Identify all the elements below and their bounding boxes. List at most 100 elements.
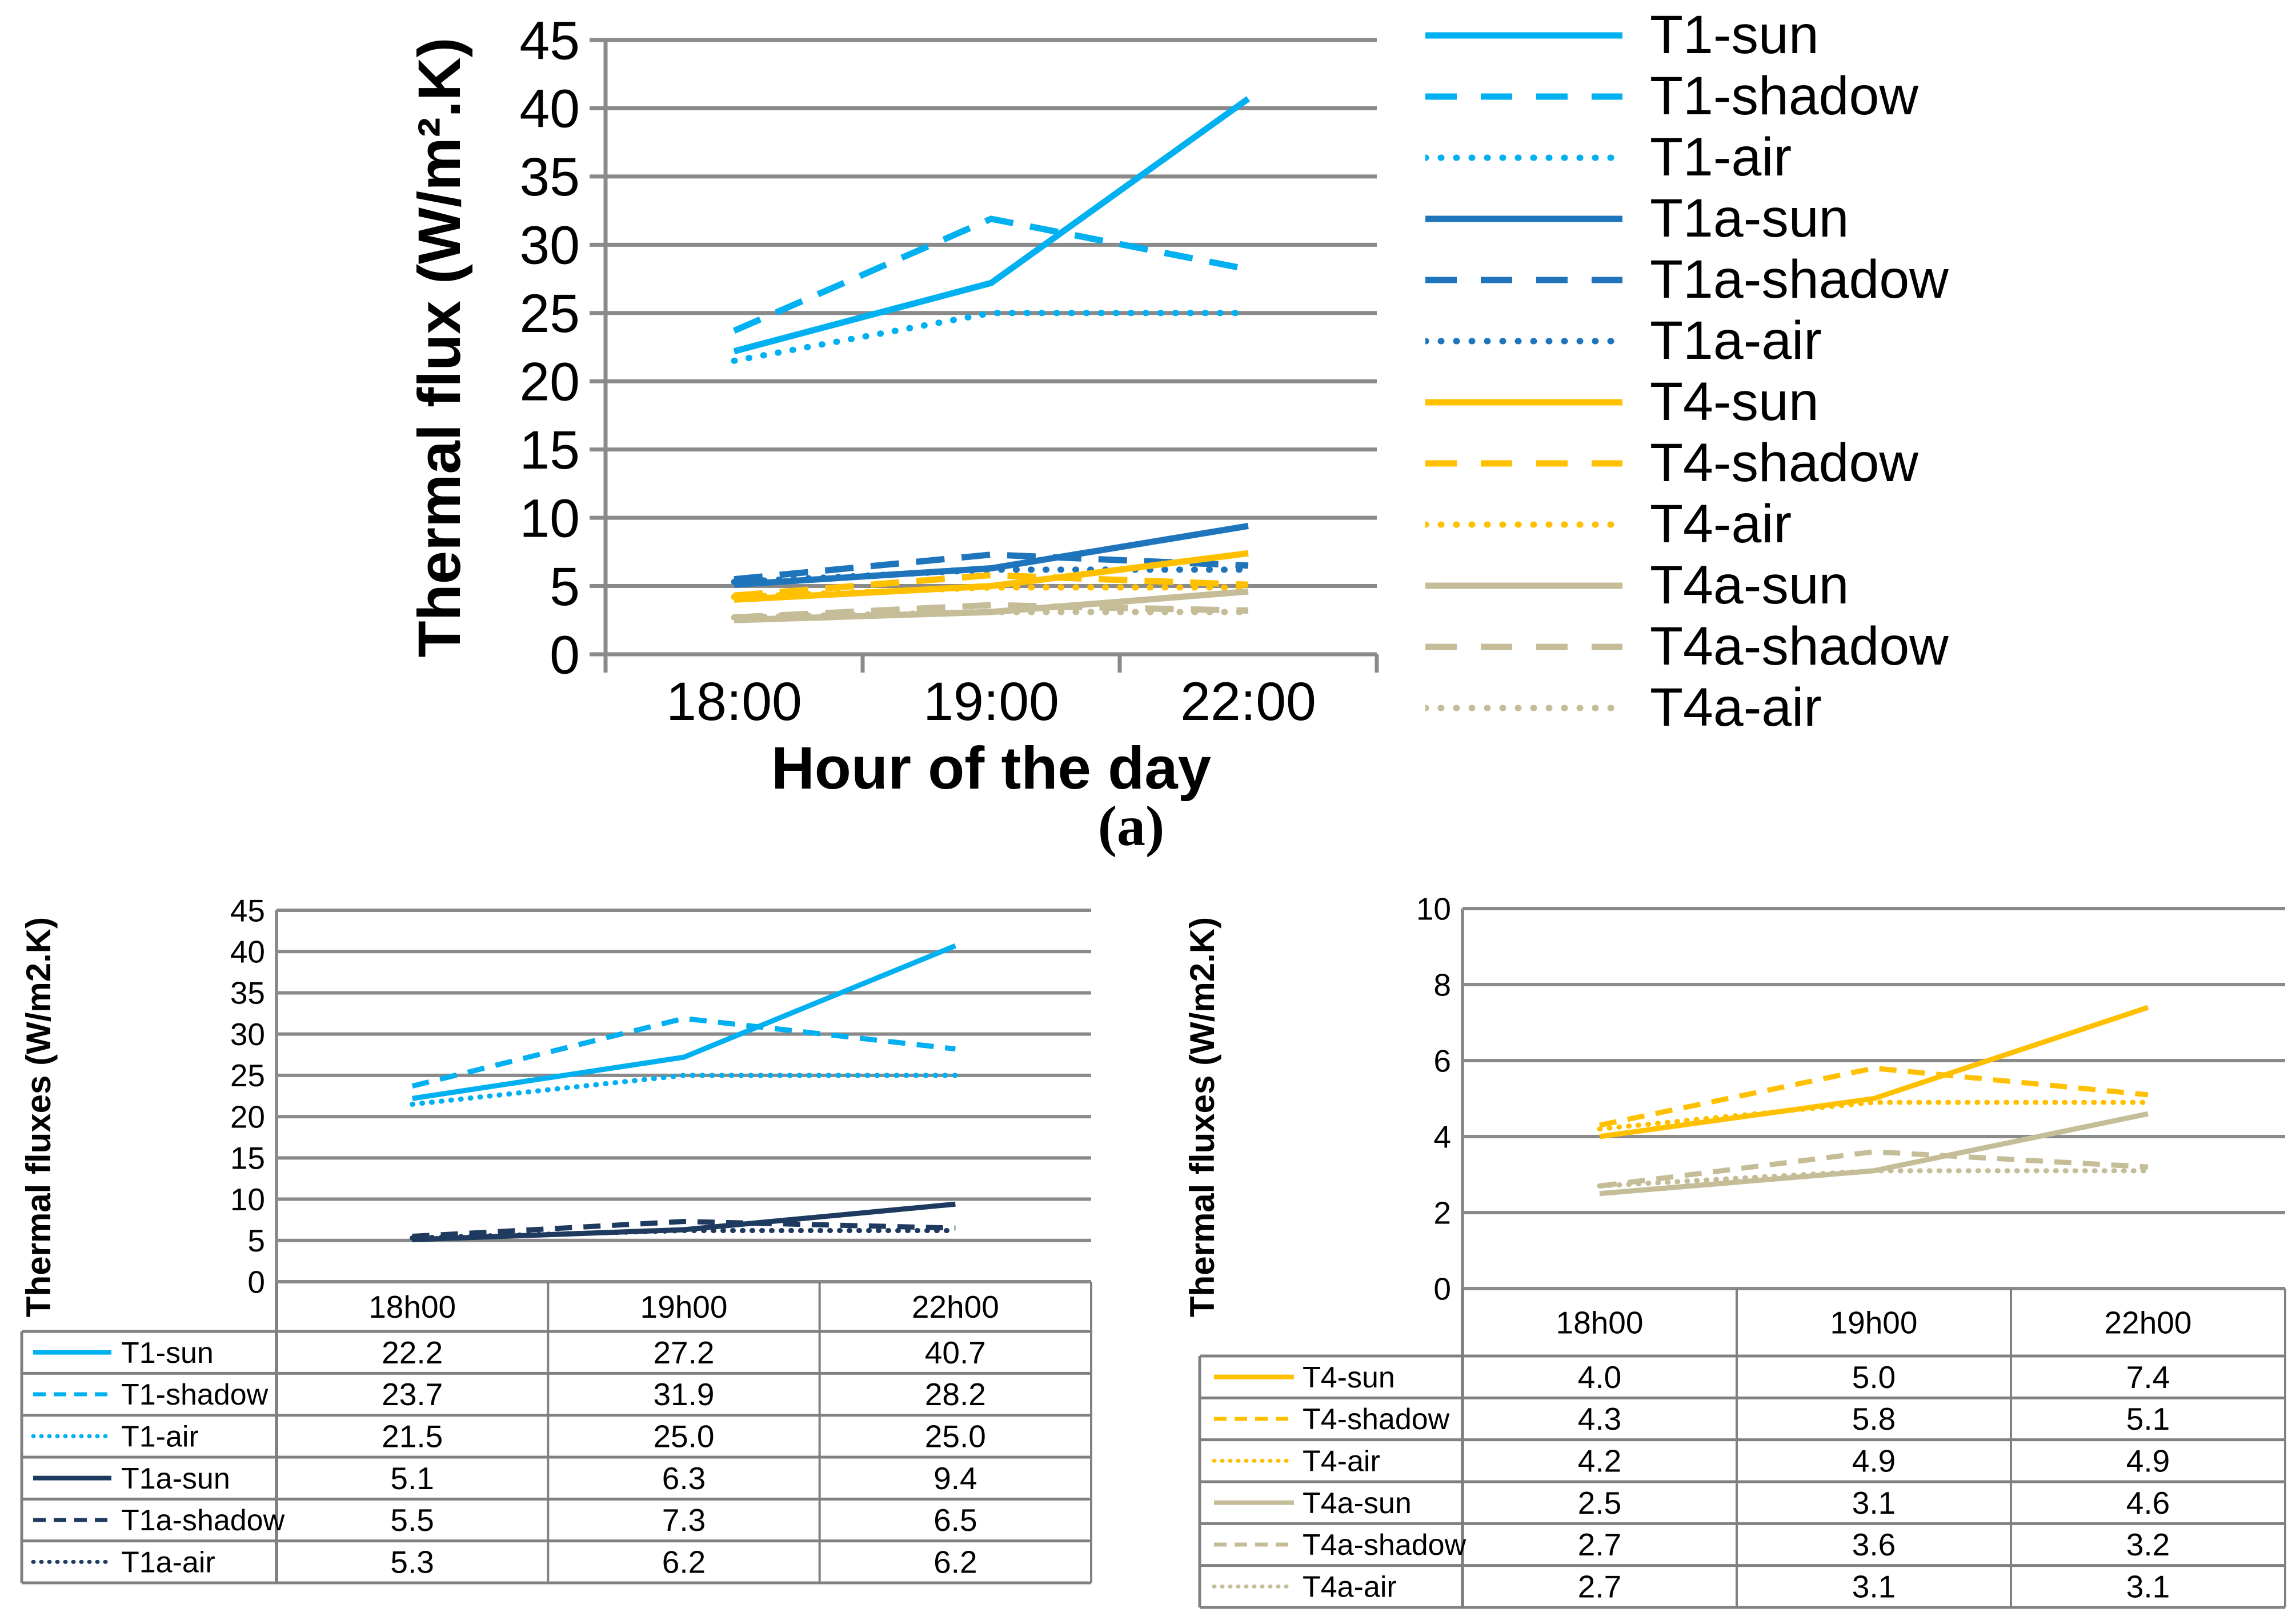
legend-label: T1a-air — [1650, 310, 1822, 371]
table-cell-value: 27.2 — [653, 1335, 714, 1370]
legend-item-T4-shadow: T4-shadow — [1425, 433, 1968, 494]
series-line-T1-shadow — [411, 1015, 956, 1089]
table-cell-value: 4.9 — [1852, 1443, 1896, 1479]
table-cell-value: 28.2 — [925, 1377, 986, 1412]
table-cell-value: 5.3 — [390, 1545, 434, 1580]
legend-item-T1a-air: T1a-air — [1425, 310, 1968, 371]
table-cell-value: 22.2 — [382, 1335, 443, 1370]
series-line-T4-air — [1597, 1099, 2151, 1132]
table-header-cell: 18h00 — [368, 1289, 456, 1325]
y-tick-label: 15 — [230, 1141, 265, 1176]
table-header-cell: 22h00 — [912, 1289, 999, 1325]
table-cell-value: 5.8 — [1852, 1401, 1896, 1437]
table-cell-value: 9.4 — [933, 1461, 977, 1496]
series-line-T1a-air — [410, 1227, 958, 1241]
table-row-label: T1a-air — [121, 1546, 215, 1579]
legend-swatch-T4-air — [1425, 521, 1622, 527]
table-cell-value: 3.6 — [1852, 1527, 1896, 1562]
legend-swatch-T1a-sun — [1425, 215, 1622, 222]
legend-swatch-T1-air — [1425, 154, 1622, 161]
y-tick-label: 30 — [519, 215, 580, 276]
table-cell-value: 21.5 — [382, 1419, 443, 1454]
table-cell-value: 5.0 — [1852, 1359, 1896, 1395]
y-tick-label: 0 — [1433, 1271, 1451, 1306]
table-row-label: T1-sun — [121, 1337, 214, 1370]
table-row-label: T4a-shadow — [1303, 1529, 1466, 1562]
legend-label: T1-air — [1650, 127, 1792, 187]
legend-item-T1-air: T1-air — [1425, 127, 1968, 188]
legend-label: T4a-shadow — [1650, 616, 1949, 677]
table-cell-value: 31.9 — [653, 1377, 714, 1412]
table-cell-value: 6.5 — [933, 1502, 977, 1538]
legend-item-T1a-shadow: T1a-shadow — [1425, 249, 1968, 310]
table-header-cell: 19h00 — [1830, 1305, 1918, 1340]
table-cell-value: 6.2 — [933, 1545, 977, 1580]
table-cell-value: 4.6 — [2126, 1485, 2170, 1521]
table-row-label: T4a-sun — [1303, 1487, 1412, 1520]
series-line-T4a-air — [731, 609, 1252, 621]
legend-swatch-T4-sun — [1425, 399, 1622, 405]
series-line-T4-shadow — [734, 571, 1249, 599]
legend-swatch-T4a-shadow — [1425, 643, 1622, 650]
legend-item-T4a-shadow: T4a-shadow — [1425, 616, 1968, 677]
table-cell-value: 25.0 — [653, 1419, 714, 1454]
series-line-T4a-air — [1597, 1168, 2151, 1189]
y-tick-label: 35 — [230, 975, 265, 1011]
table-header-cell: 18h00 — [1556, 1305, 1644, 1340]
legend-swatch-T1a-air — [1425, 338, 1622, 344]
table-row-label: T4a-air — [1303, 1571, 1397, 1604]
table-cell-value: 6.3 — [662, 1461, 706, 1496]
series-line-T4-sun — [1599, 1005, 2149, 1139]
legend-label: T1a-shadow — [1650, 249, 1949, 310]
legend-swatch-T1-shadow — [1425, 93, 1622, 99]
y-tick-label: 10 — [230, 1182, 265, 1217]
table-cell-value: 5.1 — [2126, 1401, 2170, 1437]
legend-item-T4a-sun: T4a-sun — [1425, 555, 1968, 616]
x-tick-label: 18:00 — [666, 671, 802, 732]
legend-item-T4-air: T4-air — [1425, 494, 1968, 555]
y-tick-label: 10 — [1416, 891, 1451, 926]
table-header-cell: 19h00 — [640, 1289, 728, 1325]
y-tick-label: 25 — [230, 1058, 265, 1093]
series-line-T1a-shadow — [412, 1219, 956, 1239]
series-line-T1a-air — [731, 566, 1252, 585]
table-cell-value: 4.3 — [1578, 1401, 1621, 1437]
table-row-label: T4-air — [1303, 1445, 1380, 1478]
table-cell-value: 3.2 — [2126, 1527, 2170, 1562]
table-cell-value: 5.1 — [390, 1461, 434, 1496]
legend-label: T1-shadow — [1650, 66, 1918, 126]
series-line-T1a-sun — [734, 523, 1249, 588]
table-cell-value: 3.1 — [2126, 1569, 2170, 1605]
series-line-T1-air — [731, 310, 1252, 364]
legend-item-T1-shadow: T1-shadow — [1425, 66, 1968, 127]
legend-item-T4-sun: T4-sun — [1425, 371, 1968, 433]
y-tick-label: 10 — [519, 488, 580, 549]
table-cell-value: 4.9 — [2126, 1443, 2170, 1479]
bottom-left-chart-canvas: 0 5 10 15 20 25 30 35 40 45 Thermal fluxes (W/m2.K… — [19, 893, 1092, 1585]
table-cell-value: 3.1 — [1852, 1569, 1896, 1605]
legend-swatch-T4a-sun — [1425, 582, 1622, 589]
table-cell-value: 2.7 — [1578, 1527, 1621, 1562]
legend-item-T1-sun: T1-sun — [1425, 5, 1968, 66]
legend-label: T4-sun — [1650, 371, 1819, 432]
y-axis-title: Thermal fluxes (W/m2.K) — [1188, 917, 1221, 1317]
y-tick-label: 40 — [230, 934, 265, 969]
table-row-label: T1-shadow — [121, 1378, 269, 1411]
series-line-T4a-shadow — [734, 602, 1249, 621]
y-tick-label: 0 — [247, 1264, 265, 1299]
legend-item-T1a-sun: T1a-sun — [1425, 188, 1968, 249]
y-tick-label: 25 — [519, 283, 580, 344]
legend-label: T4a-air — [1650, 677, 1822, 738]
series-line-T4a-sun — [734, 588, 1249, 623]
top-chart-legend: T1-sun T1-shadow T1-air T1a-sun T1a-shadow T1… — [1425, 5, 1968, 738]
y-tick-label: 0 — [550, 625, 580, 685]
y-axis-title: Thermal flux (W/m².K) — [406, 37, 473, 657]
legend-label: T4-shadow — [1650, 433, 1918, 493]
legend-swatch-T4-shadow — [1425, 460, 1622, 466]
legend-label: T1a-sun — [1650, 188, 1849, 249]
table-cell-value: 4.0 — [1578, 1359, 1621, 1395]
table-cell-value: 4.2 — [1578, 1443, 1621, 1479]
y-tick-label: 45 — [230, 893, 265, 928]
